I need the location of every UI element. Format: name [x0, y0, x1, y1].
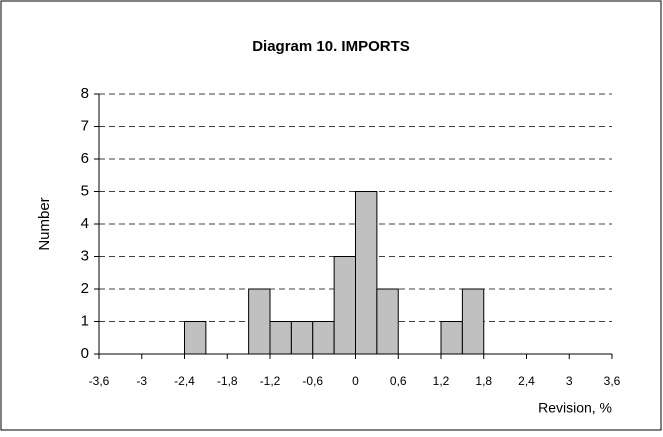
y-tick-label: 5: [81, 182, 89, 199]
y-tick-label: 1: [81, 312, 89, 329]
bar: [333, 256, 356, 355]
y-tick-label: 2: [81, 280, 89, 297]
bar: [355, 191, 378, 355]
bar: [312, 321, 335, 355]
x-tick-label: 2,4: [518, 374, 535, 388]
chart-title: Diagram 10. IMPORTS: [252, 38, 410, 55]
y-tick-label: 4: [81, 215, 89, 232]
x-tick-label: 3,6: [604, 374, 621, 388]
y-tick-label: 3: [81, 247, 89, 264]
x-tick-label: 0,6: [390, 374, 407, 388]
x-tick-label: -1,8: [217, 374, 238, 388]
x-tick-label: 0: [352, 374, 359, 388]
x-tick-label: 1,8: [475, 374, 492, 388]
y-tick-label: 8: [81, 85, 89, 102]
y-tick-label: 7: [81, 117, 89, 134]
bar: [269, 321, 292, 355]
bar: [248, 288, 271, 355]
y-tick-label: 6: [81, 150, 89, 167]
x-tick-label: -1,2: [260, 374, 281, 388]
bar: [376, 288, 399, 355]
x-tick-label: 3: [566, 374, 573, 388]
x-tick-label: -3: [136, 374, 147, 388]
bar: [461, 288, 485, 355]
bar: [184, 321, 207, 355]
x-axis-label: Revision, %: [538, 400, 612, 416]
x-tick-label: -3,6: [89, 374, 110, 388]
bar: [440, 321, 463, 355]
x-tick-label: 1,2: [433, 374, 450, 388]
y-tick-label: 0: [81, 345, 89, 362]
y-axis-label: Number: [36, 197, 53, 250]
x-tick-label: -2,4: [174, 374, 195, 388]
bar: [290, 321, 314, 355]
x-tick-label: -0,6: [302, 374, 323, 388]
